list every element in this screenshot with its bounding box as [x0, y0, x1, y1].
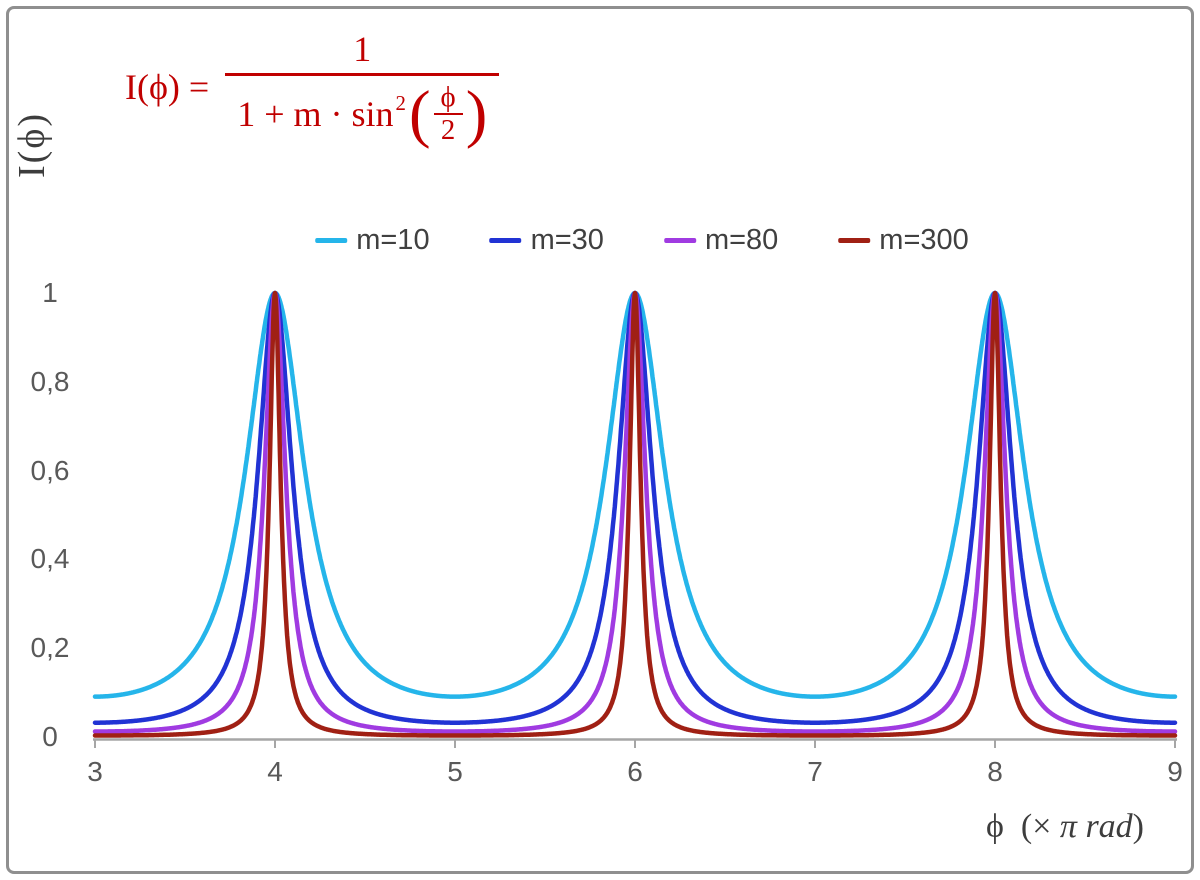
- inner-fraction: ϕ 2: [433, 81, 463, 147]
- legend-swatch: [489, 238, 522, 243]
- x-tick-label: 7: [807, 756, 823, 787]
- legend-label: m=80: [704, 224, 779, 256]
- series-curve-m=80: [92, 290, 1178, 734]
- formula-numerator: 1: [353, 29, 372, 69]
- legend-item-m80: m=80: [663, 224, 779, 257]
- legend: m=10 m=30 m=80 m=300: [315, 224, 969, 257]
- legend-item-m300: m=300: [838, 224, 969, 257]
- close-paren: ): [465, 77, 488, 150]
- legend-swatch: [315, 238, 348, 243]
- legend-swatch: [663, 238, 696, 243]
- x-axis-title-prefix: ϕ (×: [986, 808, 1060, 845]
- x-tick-label: 4: [267, 756, 283, 787]
- legend-item-m10: m=10: [315, 224, 430, 257]
- legend-item-m30: m=30: [489, 224, 604, 257]
- y-tick-label: 0,4: [30, 543, 70, 575]
- y-tick-label: 0,2: [30, 632, 70, 664]
- x-axis-title-suffix: ): [1132, 808, 1144, 845]
- y-tick-label: 1: [42, 277, 58, 308]
- x-axis-title: ϕ (× π rad): [986, 808, 1144, 846]
- y-tick-label: 0,6: [30, 454, 70, 486]
- inner-fraction-denominator: 2: [440, 114, 456, 147]
- x-tick-label: 8: [987, 756, 1003, 787]
- legend-label: m=10: [356, 224, 430, 256]
- formula: I(ϕ) = 1 1 + m · sin 2 ( ϕ 2 ): [125, 28, 500, 150]
- formula-exponent: 2: [395, 91, 406, 116]
- x-axis-title-italic: π rad: [1059, 808, 1133, 845]
- x-tick-label: 9: [1167, 756, 1183, 787]
- y-tick-label: 0,8: [30, 365, 70, 397]
- legend-swatch: [838, 238, 871, 243]
- inner-fraction-numerator: ϕ: [433, 81, 463, 116]
- legend-label: m=30: [530, 224, 604, 256]
- x-tick-label: 6: [627, 756, 643, 787]
- legend-label: m=300: [879, 224, 969, 256]
- y-tick-label: 0: [42, 721, 58, 752]
- formula-denominator: 1 + m · sin 2 ( ϕ 2 ): [225, 73, 500, 150]
- open-paren: (: [408, 77, 431, 150]
- series-curve-m=300: [92, 290, 1178, 738]
- x-tick-label: 3: [87, 756, 103, 787]
- formula-fraction: 1 1 + m · sin 2 ( ϕ 2 ): [225, 28, 500, 150]
- series-curve-m=30: [92, 290, 1178, 725]
- formula-lhs: I(ϕ) =: [125, 67, 210, 108]
- x-tick-label: 5: [447, 756, 463, 787]
- y-axis-title: I(ϕ): [11, 112, 53, 178]
- formula-denominator-text: 1 + m · sin: [237, 94, 394, 135]
